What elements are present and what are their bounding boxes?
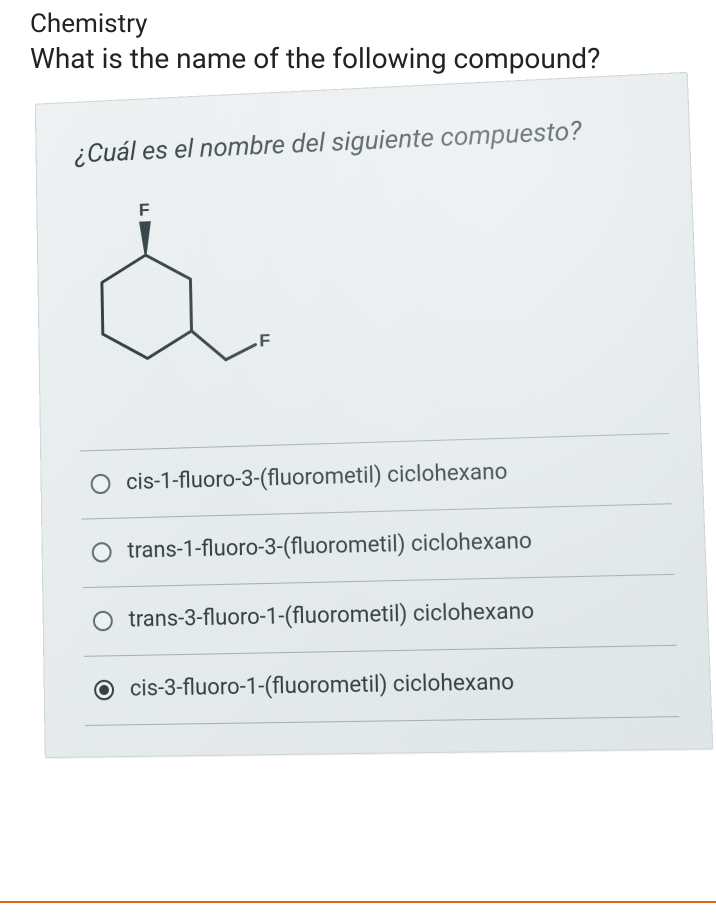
option-row[interactable]: trans-1-fluoro-3-(fluorometil) ciclohexa…	[81, 503, 674, 587]
svg-text:F: F	[259, 330, 270, 350]
option-label: cis-3-fluoro-1-(fluorometil) ciclohexano	[130, 670, 515, 702]
compound-structure: FF	[70, 174, 292, 411]
question-text-en: What is the name of the following compou…	[30, 41, 686, 77]
option-label: trans-1-fluoro-3-(fluorometil) ciclohexa…	[127, 528, 532, 563]
radio-button[interactable]	[93, 610, 113, 631]
question-text-es: ¿Cuál es el nombre del siguiente compues…	[75, 113, 658, 170]
embedded-quiz-card: ¿Cuál es el nombre del siguiente compues…	[35, 72, 714, 758]
embedded-photo-wrap: ¿Cuál es el nombre del siguiente compues…	[0, 95, 716, 752]
option-row[interactable]: trans-3-fluoro-1-(fluorometil) ciclohexa…	[83, 574, 677, 656]
subject-label: Chemistry	[30, 8, 686, 41]
option-label: cis-1-fluoro-3-(fluorometil) ciclohexano	[126, 459, 508, 495]
radio-button[interactable]	[92, 541, 112, 562]
option-row[interactable]: cis-3-fluoro-1-(fluorometil) ciclohexano	[84, 645, 680, 726]
option-label: trans-3-fluoro-1-(fluorometil) ciclohexa…	[128, 599, 534, 633]
radio-button[interactable]	[91, 473, 111, 494]
radio-button[interactable]	[94, 679, 114, 700]
options-list: cis-1-fluoro-3-(fluorometil) ciclohexano…	[80, 433, 679, 726]
radio-dot	[99, 684, 109, 694]
svg-text:F: F	[139, 199, 150, 219]
page-bottom-rule	[0, 901, 716, 903]
